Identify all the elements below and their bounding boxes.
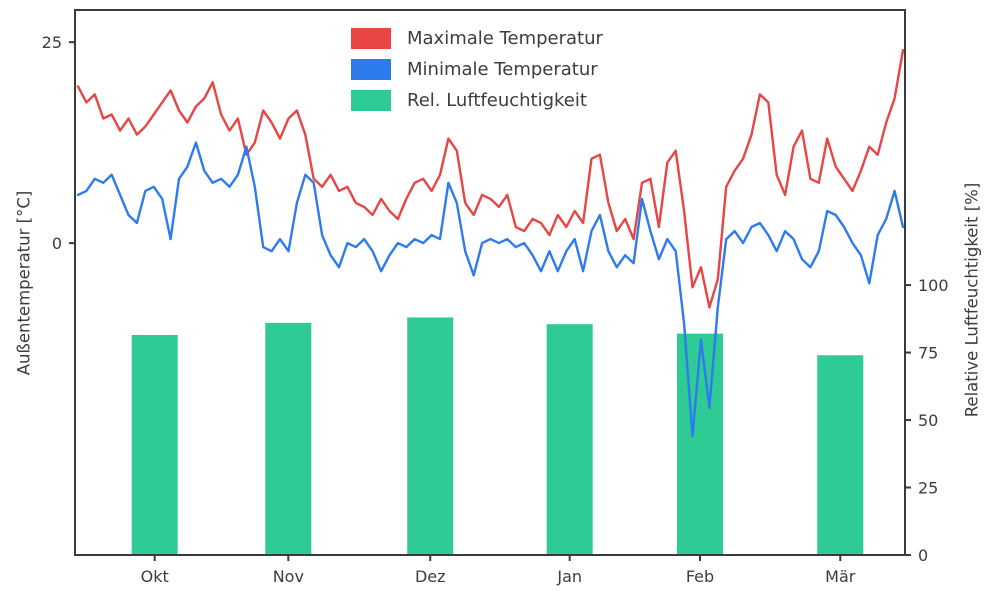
right-tick-label: 50	[918, 411, 938, 430]
legend-label-min-temp: Minimale Temperatur	[407, 59, 598, 80]
left-axis-title: Außentemperatur [°C]	[14, 190, 34, 376]
max-temp-line	[76, 49, 905, 309]
legend-swatch-min-temp	[351, 59, 391, 80]
humidity-bar	[131, 335, 178, 555]
min-temp-line	[76, 141, 905, 438]
left-tick-label: 25	[42, 33, 62, 52]
legend: Maximale Temperatur Minimale Temperatur …	[343, 24, 611, 115]
right-axis-title: Relative Luftfeuchtigkeit [%]	[962, 182, 982, 418]
legend-label-humidity: Rel. Luftfeuchtigkeit	[407, 90, 587, 111]
legend-entry-min-temp: Minimale Temperatur	[351, 59, 603, 80]
x-tick-label: Mär	[825, 567, 856, 586]
x-tick-label: Okt	[141, 567, 169, 586]
x-tick-label: Nov	[273, 567, 304, 586]
humidity-bar	[546, 324, 593, 555]
legend-entry-max-temp: Maximale Temperatur	[351, 28, 603, 49]
legend-label-max-temp: Maximale Temperatur	[407, 28, 603, 49]
right-tick-label: 0	[918, 546, 928, 565]
legend-swatch-humidity	[351, 90, 391, 111]
right-tick-label: 75	[918, 344, 938, 363]
humidity-bar	[265, 322, 312, 555]
right-tick-label: 25	[918, 479, 938, 498]
plot-border	[74, 9, 906, 556]
legend-swatch-max-temp	[351, 28, 391, 49]
legend-entry-humidity: Rel. Luftfeuchtigkeit	[351, 90, 603, 111]
x-tick-label: Dez	[415, 567, 446, 586]
humidity-bar	[407, 317, 454, 555]
x-tick-label: Jan	[556, 567, 582, 586]
humidity-bar	[817, 355, 864, 555]
right-tick-label: 100	[918, 276, 949, 295]
left-tick-label: 0	[52, 234, 62, 253]
humidity-bar	[676, 333, 723, 555]
x-tick-label: Feb	[686, 567, 714, 586]
